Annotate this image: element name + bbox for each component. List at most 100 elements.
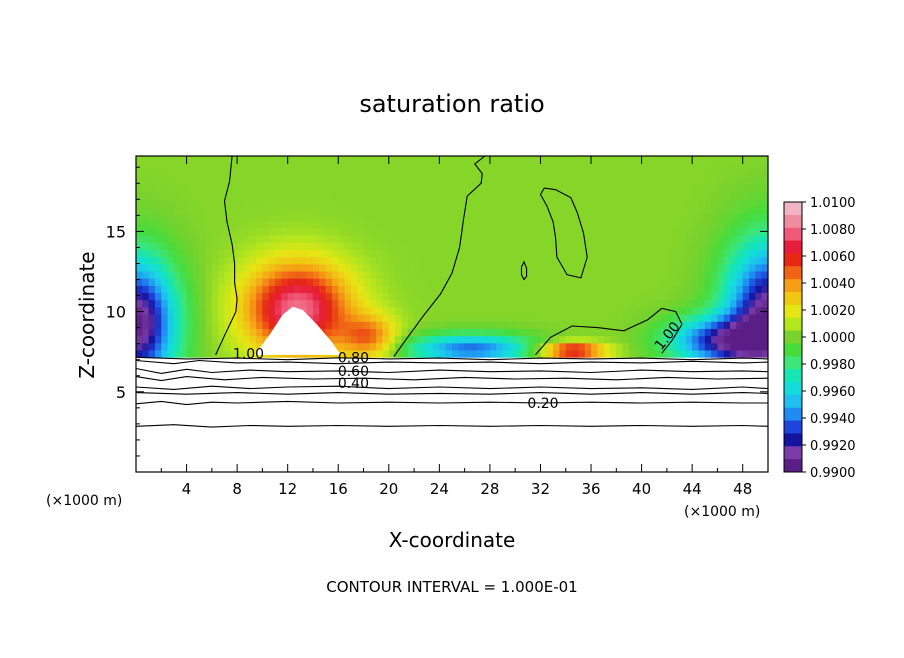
field-cell <box>180 235 188 243</box>
field-cell <box>730 314 737 322</box>
field-cell <box>628 299 636 308</box>
field-cell <box>331 191 339 200</box>
field-cell <box>205 342 213 351</box>
field-cell <box>230 213 238 222</box>
field-cell <box>173 256 181 265</box>
field-cell <box>698 299 706 308</box>
field-cell <box>559 206 567 215</box>
field-cell <box>654 170 662 179</box>
field-cell <box>154 220 162 229</box>
field-cell <box>565 163 573 171</box>
field-cell <box>565 184 573 193</box>
field-cell <box>142 299 150 308</box>
field-cell <box>654 242 662 250</box>
field-cell <box>736 285 744 294</box>
field-cell <box>723 285 731 294</box>
field-cell <box>180 206 188 215</box>
field-cell <box>527 278 535 286</box>
field-cell <box>622 249 630 258</box>
field-cell <box>685 342 693 351</box>
field-cell <box>692 220 700 229</box>
field-cell <box>742 278 750 286</box>
field-cell <box>439 163 447 171</box>
field-cell <box>344 299 352 308</box>
field-cell <box>224 263 232 272</box>
field-cell <box>622 220 630 229</box>
field-cell <box>559 249 567 258</box>
field-cell <box>199 249 207 258</box>
field-cell <box>761 191 768 200</box>
field-cell <box>527 163 535 171</box>
field-cell <box>262 306 270 315</box>
field-cell <box>148 285 156 294</box>
field-cell <box>470 256 478 265</box>
field-cell <box>477 278 485 286</box>
colorbar-swatch <box>784 292 802 306</box>
field-cell <box>180 227 188 236</box>
field-cell <box>723 249 731 258</box>
field-cell <box>230 335 238 344</box>
field-cell <box>673 292 681 301</box>
field-cell <box>433 213 440 222</box>
field-cell <box>628 292 636 301</box>
field-cell <box>711 249 719 258</box>
field-cell <box>136 177 143 186</box>
field-cell <box>445 299 453 308</box>
field-cell <box>584 249 592 258</box>
field-cell <box>357 227 365 236</box>
field-cell <box>546 206 554 215</box>
field-cell <box>622 306 630 315</box>
colorbar-swatch <box>784 304 802 319</box>
field-cell <box>142 163 150 171</box>
field-cell <box>534 177 542 186</box>
field-cell <box>717 249 725 258</box>
field-cell <box>312 292 320 301</box>
field-cell <box>521 270 529 279</box>
field-cell <box>527 213 535 222</box>
field-cell <box>420 235 428 243</box>
field-cell <box>578 314 586 322</box>
field-cell <box>142 335 150 344</box>
field-cell <box>673 242 681 250</box>
field-cell <box>685 213 693 222</box>
field-cell <box>723 349 731 358</box>
field-cell <box>186 177 194 186</box>
field-cell <box>597 220 605 229</box>
field-cell <box>173 328 181 337</box>
field-cell <box>167 263 175 272</box>
field-cell <box>527 270 535 279</box>
field-cell <box>192 349 200 358</box>
field-cell <box>357 256 365 265</box>
field-cell <box>572 342 579 351</box>
field-cell <box>483 299 491 308</box>
field-cell <box>420 335 428 344</box>
field-cell <box>502 242 510 250</box>
field-cell <box>515 321 523 329</box>
field-cell <box>363 263 371 272</box>
field-cell <box>338 220 346 229</box>
field-cell <box>136 249 143 258</box>
field-cell <box>470 220 478 229</box>
field-cell <box>211 177 219 186</box>
field-cell <box>711 220 719 229</box>
field-cell <box>262 249 270 258</box>
contour-line <box>215 156 238 356</box>
field-cell <box>331 249 339 258</box>
field-cell <box>312 156 320 164</box>
field-cell <box>369 285 377 294</box>
field-cell <box>312 242 320 250</box>
field-cell <box>439 170 447 179</box>
field-cell <box>616 242 624 250</box>
field-cell <box>363 163 371 171</box>
field-cell <box>489 349 497 358</box>
field-cell <box>647 321 655 329</box>
field-cell <box>616 213 624 222</box>
field-cell <box>673 256 681 265</box>
colorbar-swatch <box>784 356 802 370</box>
field-cell <box>300 285 308 294</box>
field-cell <box>628 263 636 272</box>
field-cell <box>534 249 542 258</box>
field-cell <box>666 242 674 250</box>
field-cell <box>540 206 548 215</box>
field-cell <box>249 199 257 207</box>
